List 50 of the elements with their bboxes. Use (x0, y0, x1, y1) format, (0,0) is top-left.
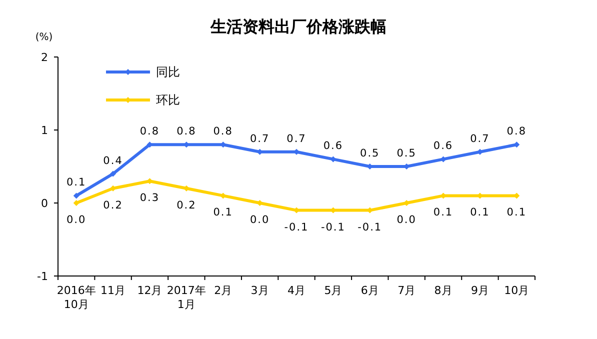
data-label: 0.6 (323, 140, 344, 152)
data-label: 0.1 (506, 206, 527, 219)
x-tick-label: 5月 (324, 284, 342, 297)
data-label: 0.0 (250, 214, 270, 226)
y-tick-label: -1 (37, 270, 48, 283)
x-tick-label: 2017年 1月 (166, 284, 206, 311)
data-label: 0.7 (250, 132, 270, 145)
x-tick-label: 2016年 10月 (56, 284, 96, 311)
x-tick-label: 4月 (288, 284, 306, 297)
x-tick-label: 8月 (434, 284, 452, 297)
data-label: 0.2 (176, 199, 196, 212)
y-tick-label: 0 (41, 197, 48, 210)
data-label: 0.1 (213, 206, 233, 219)
x-tick-label: 3月 (250, 284, 269, 297)
legend-label: 环比 (156, 93, 180, 107)
data-label: 0.8 (140, 126, 160, 138)
data-label: 0.1 (433, 206, 454, 219)
data-label: 0.1 (470, 206, 490, 219)
x-tick-label: 2月 (214, 284, 232, 297)
legend-label: 同比 (156, 65, 180, 79)
point (73, 200, 80, 206)
data-label: -0.1 (320, 221, 346, 234)
data-label: 0.5 (360, 148, 380, 160)
data-label: 0.7 (286, 132, 306, 145)
chart-title: 生活资料出厂价格涨跌幅 (210, 17, 386, 36)
data-label: 0.1 (66, 176, 86, 189)
data-label: 0.0 (66, 214, 86, 226)
x-tick-label: 11月 (100, 284, 126, 297)
data-label: 0.7 (470, 132, 490, 145)
data-label: -0.1 (358, 221, 382, 234)
data-label: 0.2 (103, 199, 123, 212)
x-tick-label: 10月 (504, 284, 530, 297)
y-tick-label: 2 (41, 51, 48, 64)
data-label: 0.8 (213, 126, 233, 138)
point (110, 170, 116, 177)
data-label: 0.0 (396, 214, 416, 226)
data-label: 0.8 (506, 126, 527, 138)
data-label: 0.4 (103, 154, 123, 167)
data-label: -0.1 (284, 221, 309, 234)
data-label: 0.8 (176, 126, 196, 138)
data-label: 0.6 (433, 140, 454, 152)
data-label: 0.5 (396, 148, 416, 160)
data-label: 0.3 (140, 192, 160, 204)
x-tick-label: 9月 (470, 284, 489, 297)
x-tick-label: 12月 (137, 284, 162, 297)
y-axis-title: (%) (35, 32, 53, 43)
x-tick-label: 6月 (360, 284, 379, 297)
y-tick-label: 1 (41, 124, 48, 137)
point (73, 192, 80, 199)
x-tick-label: 7月 (398, 284, 416, 297)
